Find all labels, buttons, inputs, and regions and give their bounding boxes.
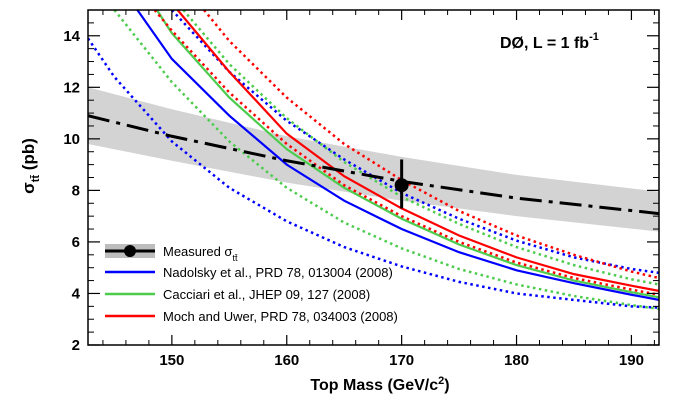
uncertainty-band-layer: [88, 87, 659, 232]
y-tick-label: 2: [72, 337, 80, 354]
y-tick-label: 6: [72, 234, 80, 251]
nadolsky-lower-bound-curve: [88, 37, 659, 309]
x-tick-label: 180: [504, 352, 529, 369]
measured-layer: [88, 114, 659, 216]
y-tick-label: 10: [63, 131, 80, 148]
x-tick-label: 150: [159, 352, 184, 369]
measured-point: [394, 178, 409, 193]
plot-area: [88, 10, 659, 311]
nadolsky-upper-bound-curve: [170, 10, 659, 275]
y-tick-label: 4: [72, 285, 81, 302]
cacciari-upper-bound-curve: [182, 10, 659, 286]
y-tick-label: 12: [63, 79, 80, 96]
legend-cacciari-label: Cacciari et al., JHEP 09, 127 (2008): [163, 287, 370, 302]
moch-lower-bound-curve: [153, 10, 659, 296]
x-tick-label: 190: [619, 352, 644, 369]
y-axis-title: σtt̄ (pb): [19, 138, 42, 194]
legend-entry-moch: Moch and Uwer, PRD 78, 034003 (2008): [105, 309, 398, 324]
measured-central-line: [88, 114, 659, 216]
y-tick-label: 8: [72, 182, 80, 199]
legend-entry-nadolsky: Nadolsky et al., PRD 78, 013004 (2008): [105, 265, 393, 280]
y-tick-label: 14: [63, 28, 80, 45]
legend-measured-marker: [124, 245, 136, 257]
curve-layer: [88, 10, 659, 311]
measured-uncertainty-band: [88, 87, 659, 232]
legend-moch-label: Moch and Uwer, PRD 78, 034003 (2008): [163, 309, 398, 324]
ticks: 150 160 170 180 190 2 4 6 8 10 12 14: [63, 9, 659, 369]
legend: Measured σtt̄ Nadolsky et al., PRD 78, 0…: [105, 244, 398, 324]
moch-central-curve: [176, 10, 659, 292]
legend-measured-label: Measured σtt̄: [163, 244, 238, 263]
x-axis-title: Top Mass (GeV/c2): [310, 375, 449, 394]
moch-upper-bound-curve: [203, 10, 659, 280]
cacciari-central-curve: [156, 10, 659, 299]
experiment-annotation: DØ, L = 1 fb-1: [500, 31, 599, 52]
cacciari-lower-bound-curve: [113, 10, 659, 311]
x-tick-label: 170: [389, 352, 414, 369]
x-tick-label: 160: [274, 352, 299, 369]
legend-nadolsky-label: Nadolsky et al., PRD 78, 013004 (2008): [163, 265, 393, 280]
legend-entry-cacciari: Cacciari et al., JHEP 09, 127 (2008): [105, 287, 370, 302]
nadolsky-central-curve: [136, 10, 659, 301]
legend-entry-measured: Measured σtt̄: [105, 244, 238, 263]
